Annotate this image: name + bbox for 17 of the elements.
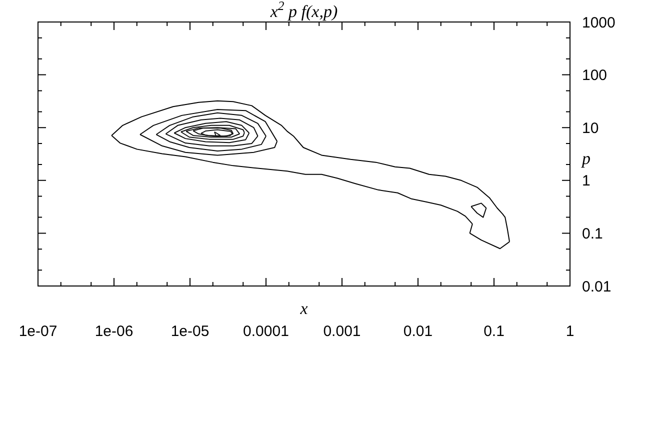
x-tick-label: 0.0001: [243, 323, 289, 340]
y-tick-label: 10: [582, 120, 599, 137]
y-tick-label: 100: [582, 67, 608, 84]
x-tick-label: 1e-07: [18, 323, 58, 340]
x-tick-label: 1: [566, 323, 574, 340]
y-axis-title: p: [581, 149, 590, 168]
y-tick-label: 0.01: [582, 278, 612, 296]
y-tick-label: 0.1: [582, 225, 603, 242]
x-tick-label: 1e-05: [170, 323, 210, 340]
x-tick-label: 0.001: [323, 323, 361, 340]
x-axis-title: x: [299, 299, 308, 318]
x-tick-label: 1e-06: [94, 323, 134, 340]
x-tick-label: 0.01: [403, 323, 433, 340]
y-tick-label: 1: [582, 172, 590, 190]
y-tick-label: 1000: [582, 14, 616, 32]
x-tick-label: 0.1: [484, 323, 504, 340]
chart-title: x$^{2}$ p f(x,p): [269, 0, 338, 21]
